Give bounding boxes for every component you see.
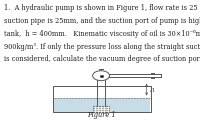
Text: is considered, calculate the vacuum degree of suction port. (λ = 75/Rₑ ,  α = 2): is considered, calculate the vacuum degr… (4, 55, 200, 63)
Bar (53, 86, 151, 112)
Bar (93, 106, 109, 112)
Text: h: h (149, 86, 154, 94)
Bar (54, 98, 150, 112)
Bar (100, 75, 103, 77)
Text: 900kg/m³. If only the pressure loss along the straight suction pipe with length : 900kg/m³. If only the pressure loss alon… (4, 43, 200, 51)
Text: 1.  A hydraulic pump is shown in Figure 1, flow rate is 25 L/min, the diameter o: 1. A hydraulic pump is shown in Figure 1… (4, 4, 200, 12)
Text: suction pipe is 25mm, and the suction port of pump is higher than the oil surfac: suction pipe is 25mm, and the suction po… (4, 17, 200, 25)
Circle shape (93, 71, 110, 81)
Text: Figure 1: Figure 1 (87, 111, 115, 119)
Text: tank,  h = 400mm.   Kinematic viscosity of oil is 30×10⁻⁶m²/s, density of oil is: tank, h = 400mm. Kinematic viscosity of … (4, 30, 200, 38)
